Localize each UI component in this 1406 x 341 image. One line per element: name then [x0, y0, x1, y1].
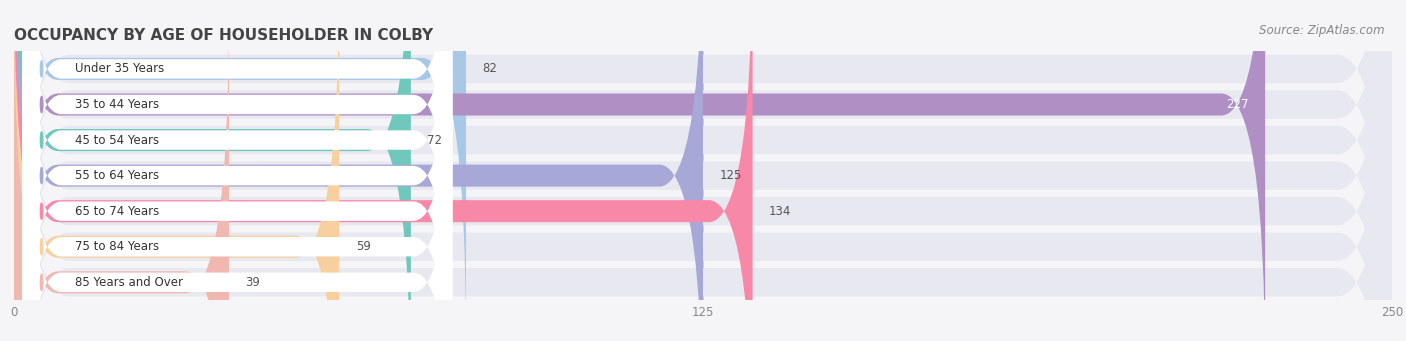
FancyBboxPatch shape [14, 9, 229, 341]
FancyBboxPatch shape [14, 0, 1392, 341]
Text: 35 to 44 Years: 35 to 44 Years [75, 98, 159, 111]
Circle shape [41, 203, 42, 219]
FancyBboxPatch shape [22, 0, 453, 341]
FancyBboxPatch shape [14, 0, 1392, 341]
Text: 85 Years and Over: 85 Years and Over [75, 276, 183, 289]
FancyBboxPatch shape [14, 0, 752, 341]
FancyBboxPatch shape [14, 0, 1392, 341]
FancyBboxPatch shape [14, 0, 1392, 341]
FancyBboxPatch shape [14, 0, 1392, 341]
Text: OCCUPANCY BY AGE OF HOUSEHOLDER IN COLBY: OCCUPANCY BY AGE OF HOUSEHOLDER IN COLBY [14, 28, 433, 43]
Text: 59: 59 [356, 240, 371, 253]
FancyBboxPatch shape [14, 0, 411, 341]
Circle shape [41, 61, 42, 77]
FancyBboxPatch shape [14, 0, 1392, 341]
FancyBboxPatch shape [22, 0, 453, 341]
FancyBboxPatch shape [22, 43, 453, 341]
Text: 227: 227 [1226, 98, 1249, 111]
Text: 125: 125 [720, 169, 742, 182]
FancyBboxPatch shape [22, 8, 453, 341]
Text: 55 to 64 Years: 55 to 64 Years [75, 169, 159, 182]
Text: 39: 39 [246, 276, 260, 289]
Text: 134: 134 [769, 205, 792, 218]
FancyBboxPatch shape [22, 0, 453, 308]
Text: 75 to 84 Years: 75 to 84 Years [75, 240, 159, 253]
Text: Under 35 Years: Under 35 Years [75, 62, 165, 75]
Circle shape [41, 274, 42, 291]
Circle shape [41, 167, 42, 184]
FancyBboxPatch shape [14, 0, 339, 341]
FancyBboxPatch shape [14, 0, 465, 341]
FancyBboxPatch shape [22, 0, 453, 341]
FancyBboxPatch shape [14, 0, 703, 341]
Circle shape [41, 132, 42, 148]
Text: 72: 72 [427, 134, 443, 147]
FancyBboxPatch shape [14, 0, 1265, 341]
Text: 45 to 54 Years: 45 to 54 Years [75, 134, 159, 147]
FancyBboxPatch shape [14, 0, 1392, 341]
Circle shape [41, 239, 42, 255]
Text: Source: ZipAtlas.com: Source: ZipAtlas.com [1260, 24, 1385, 37]
Text: 82: 82 [482, 62, 498, 75]
Text: 65 to 74 Years: 65 to 74 Years [75, 205, 159, 218]
Circle shape [41, 97, 42, 113]
FancyBboxPatch shape [22, 0, 453, 341]
